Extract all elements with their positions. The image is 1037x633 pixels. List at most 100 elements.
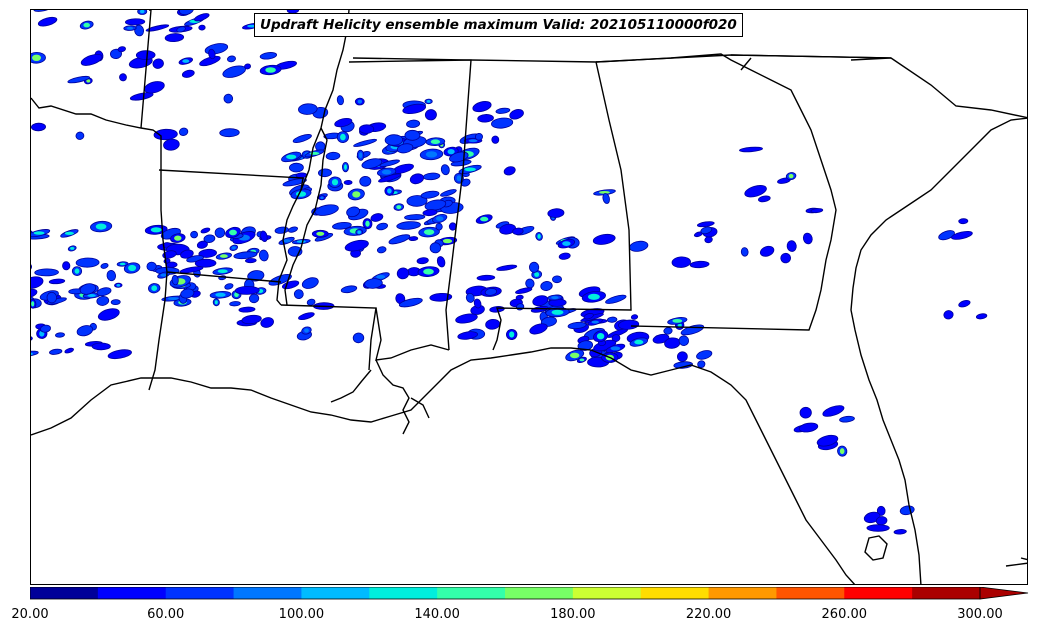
colorbar-segment [97,587,167,599]
helicity-core [359,152,363,159]
colorbar-segment [844,587,913,599]
helicity-core [480,216,489,222]
helicity-swath [340,285,358,294]
helicity-swath [429,292,453,302]
helicity-swath [119,73,127,82]
helicity-core [596,333,605,340]
helicity-swath [353,138,378,147]
helicity-swath [697,360,706,369]
helicity-core [70,247,75,250]
helicity-core [599,191,610,194]
colorbar-segment [437,587,506,599]
helicity-core [672,319,683,323]
helicity-swath [152,58,164,69]
helicity-swath [696,350,713,360]
helicity-swath [245,258,257,264]
colorbar-tick-label: 220.00 [685,607,732,622]
helicity-swath [472,101,492,113]
helicity-swath [31,334,33,343]
helicity-swath [198,248,217,258]
helicity-swath [740,247,749,257]
colorbar-segment [369,587,438,599]
helicity-swath [352,332,365,344]
helicity-swath [476,274,496,281]
helicity-swath [943,310,954,320]
helicity-swath [258,249,269,262]
helicity-swath [336,95,344,106]
helicity-swath [866,524,890,532]
state-borders [31,10,1027,584]
helicity-swath [495,107,511,114]
helicity-swath [203,234,216,243]
helicity-swath [96,295,110,306]
helicity-swath [457,331,479,340]
helicity-swath [249,293,260,304]
helicity-core [468,139,478,143]
helicity-core [447,149,455,155]
helicity-core [509,331,515,338]
helicity-core [139,10,145,14]
helicity-swath [145,24,170,32]
helicity-swath [629,240,649,252]
helicity-swath [164,33,185,43]
right-coast-bits [1005,557,1027,567]
helicity-swath [287,226,299,233]
helicity-swath [540,281,553,291]
helicity-swath [153,128,178,141]
map-canvas [31,10,1027,584]
helicity-core [425,151,438,158]
helicity-core [788,174,794,179]
colorbar-segment [640,587,710,599]
colorbar-tick-label: 20.00 [11,607,49,622]
helicity-swath [346,206,360,218]
helicity-swath [64,347,75,354]
helicity-core [591,320,599,324]
helicity-swath [396,267,410,280]
helicity-swath [678,335,690,346]
helicity-swath [292,134,312,143]
helicity-core [32,54,41,61]
helicity-swath [798,422,819,433]
helicity-swath [558,252,571,260]
helicity-swath [117,46,126,53]
helicity-swath [475,132,483,141]
helicity-swath [359,175,372,187]
helicity-swath [289,162,304,173]
helicity-core [570,352,580,359]
helicity-core [464,167,476,172]
helicity-swath [194,258,217,268]
helicity-core [387,188,392,194]
helicity-core [442,238,453,244]
helicity-swath [503,166,516,176]
colorbar-tick-label: 260.00 [821,607,868,622]
georgia-border [595,53,837,331]
helicity-swath [404,129,421,141]
helicity-swath [318,168,332,178]
helicity-swath [190,230,198,239]
helicity-core [119,262,126,266]
helicity-swath [314,204,339,216]
helicity-swath [282,178,307,187]
helicity-swath [199,55,221,67]
helicity-swath [406,119,421,128]
helicity-core [128,264,137,272]
helicity-swath [344,239,369,252]
helicity-core [436,216,444,221]
gulf-coast [31,347,856,584]
helicity-swath [247,270,265,282]
helicity-swath [436,256,446,268]
helicity-swath [396,143,414,154]
helicity-core [286,154,297,160]
helicity-swath [893,529,907,535]
helicity-core [167,297,180,300]
helicity-swath [260,230,268,243]
helicity-swath [547,208,565,218]
helicity-swath [422,172,441,181]
helicity-swath [370,213,384,222]
helicity-swath [100,262,109,269]
helicity-swath [618,319,640,330]
helicity-swath [780,252,791,264]
helicity-swath [607,316,618,323]
helicity-core [331,179,339,186]
helicity-swath [424,109,437,121]
